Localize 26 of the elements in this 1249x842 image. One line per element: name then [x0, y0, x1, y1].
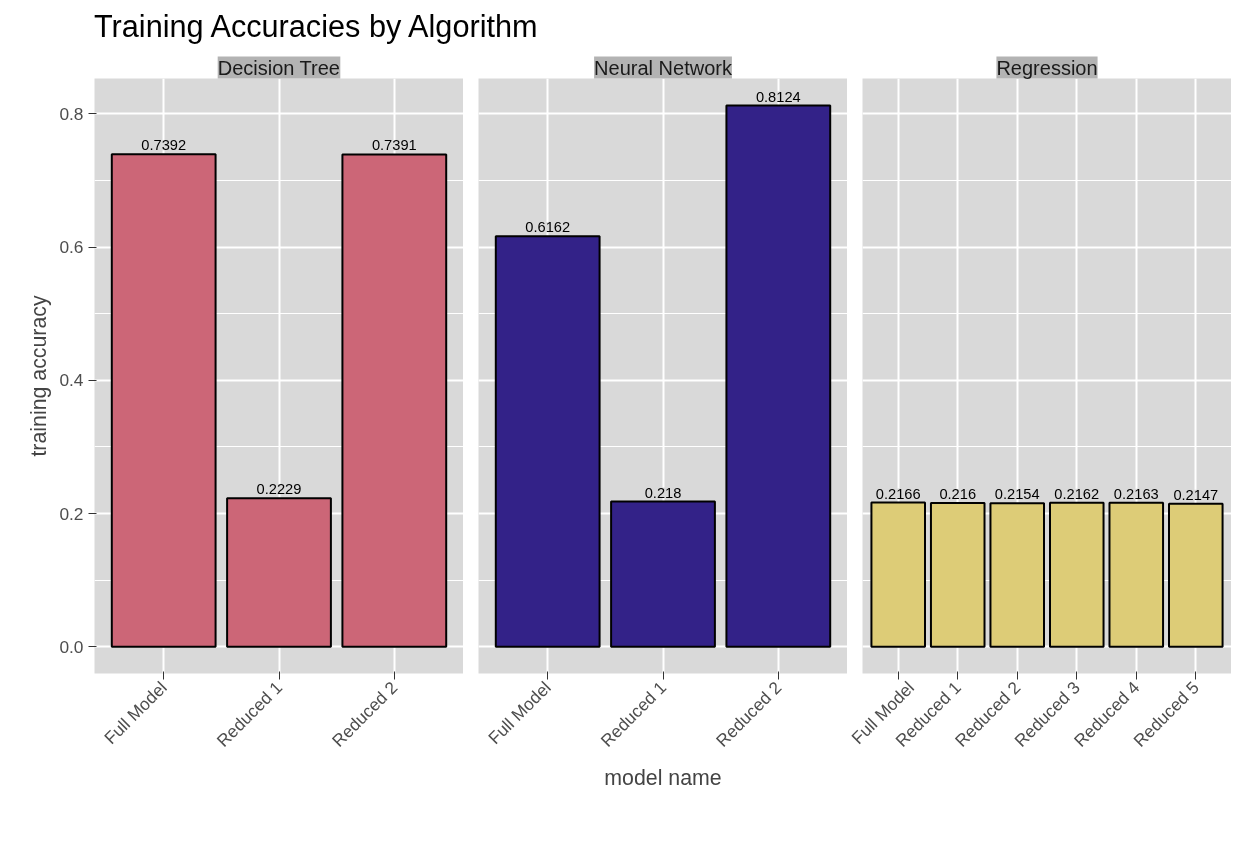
- data-label: 0.6162: [525, 219, 571, 236]
- data-label: 0.218: [644, 484, 682, 501]
- y-axis-title: training accuracy: [27, 294, 52, 457]
- data-label: 0.216: [939, 485, 977, 502]
- bar: [226, 497, 332, 648]
- y-tick-label: 0.2: [59, 503, 84, 524]
- data-label: 0.2162: [1054, 485, 1100, 502]
- data-label: 0.2163: [1113, 485, 1159, 502]
- chart-title: Training Accuracies by Algorithm: [94, 8, 538, 46]
- data-label: 0.8124: [755, 88, 801, 105]
- y-tick-label: 0.6: [59, 236, 84, 257]
- chart-subtitle: Decision Tree: [217, 56, 340, 79]
- data-label: 0.7392: [141, 137, 187, 154]
- data-label: 0.7391: [371, 137, 417, 154]
- data-label: 0.2166: [875, 485, 921, 502]
- y-tick-label: 0.0: [59, 636, 84, 657]
- data-label: 0.2147: [1173, 486, 1219, 503]
- data-label: 0.2229: [256, 481, 302, 498]
- y-tick-label: 0.8: [59, 103, 84, 124]
- chart-subtitle: Neural Network: [594, 56, 733, 79]
- chart-subtitle: Regression: [996, 56, 1098, 79]
- bar: [110, 153, 217, 648]
- data-label: 0.2154: [994, 486, 1040, 503]
- x-axis-title: model name: [604, 765, 722, 790]
- bar: [341, 153, 448, 648]
- y-tick-label: 0.4: [59, 370, 84, 391]
